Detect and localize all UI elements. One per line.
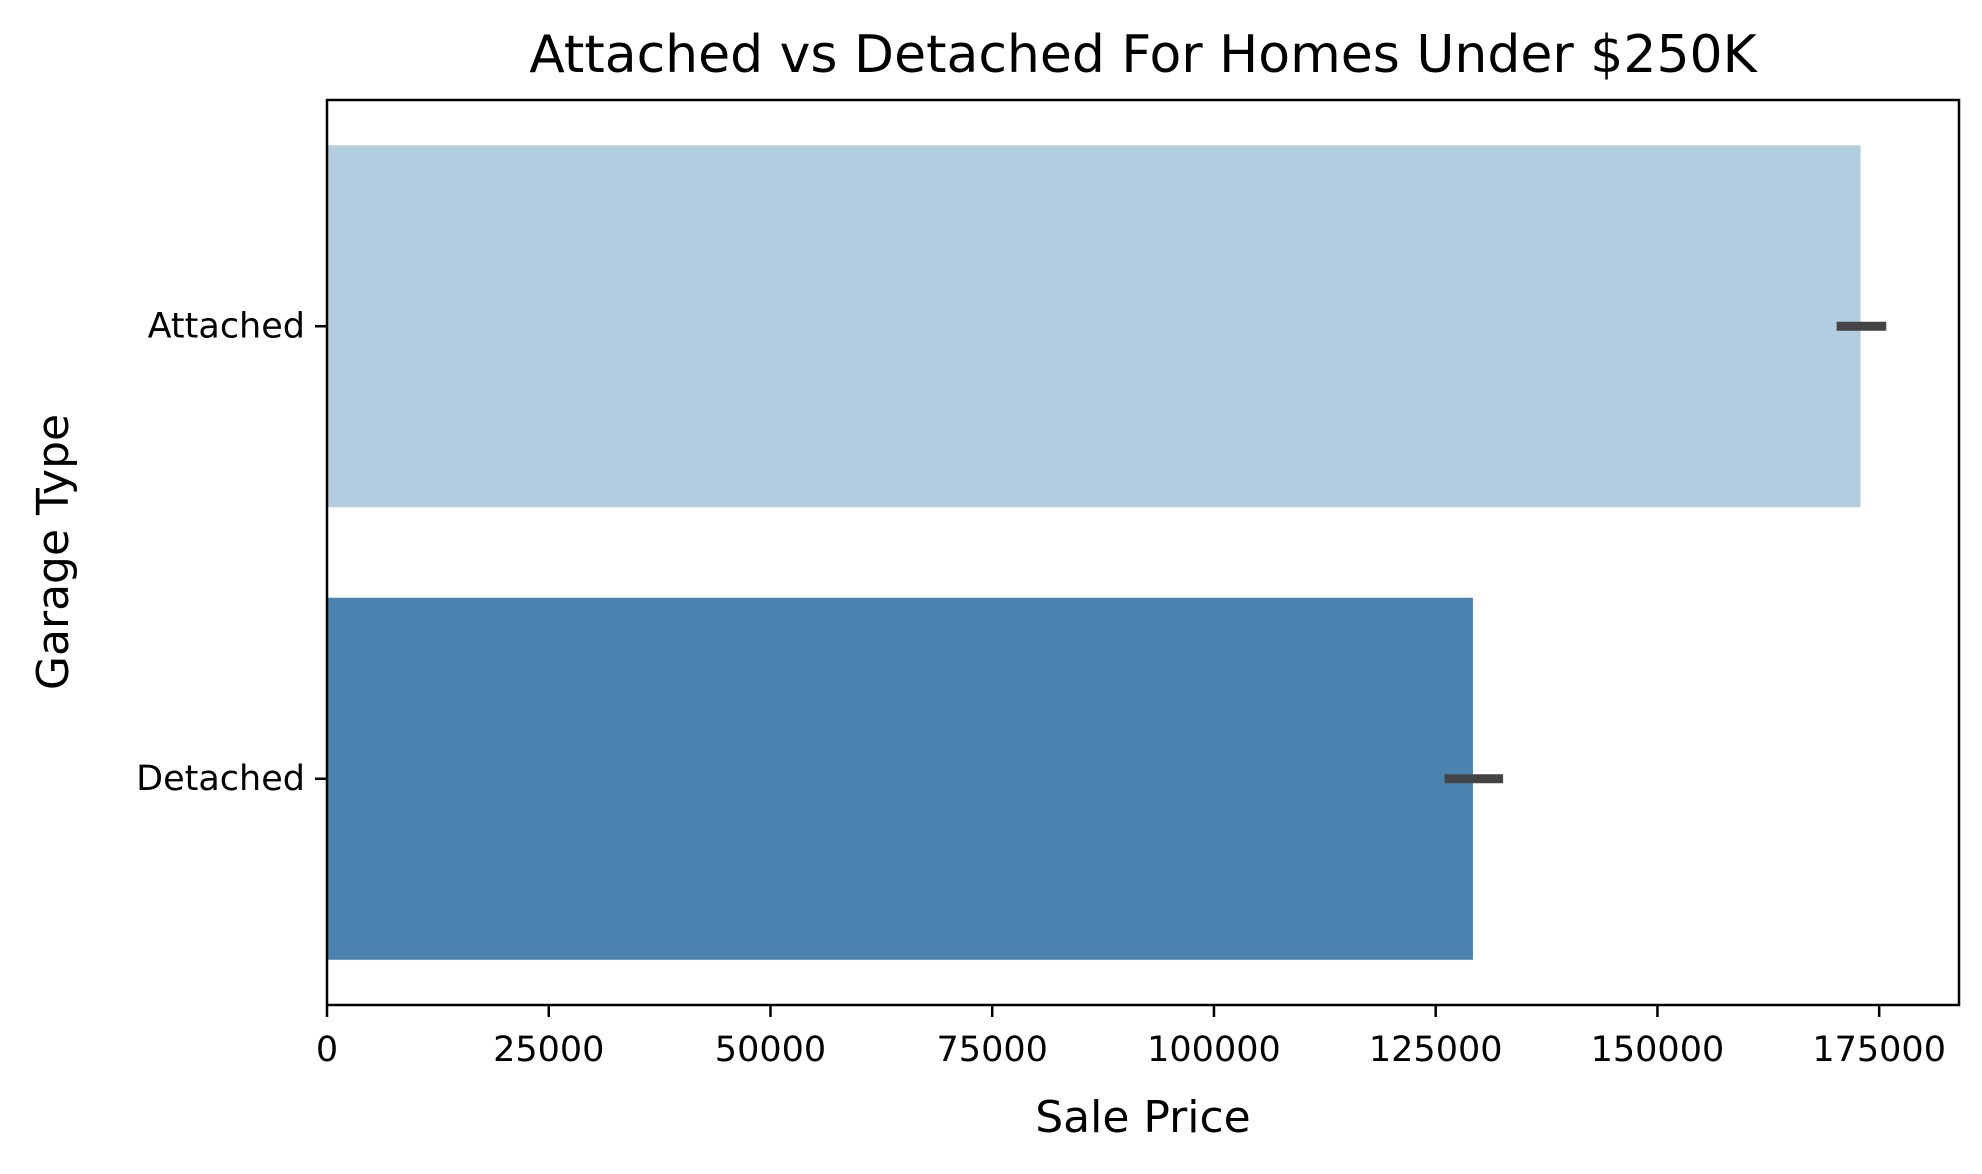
x-tick-label: 50000 [715,1030,826,1070]
x-tick-label: 0 [316,1030,338,1070]
x-tick-label: 150000 [1591,1030,1725,1070]
plot-frame [325,98,1961,1007]
chart-title: Attached vs Detached For Homes Under $25… [529,25,1758,85]
error-bars-layer [1444,321,1887,784]
bar-detached [327,597,1473,960]
y-ticks: Attached Detached [136,306,327,799]
y-tick-label: Attached [148,306,305,346]
x-ticks: 0 25000 50000 75000 100000 125000 150000 175000 [316,1005,1946,1070]
y-axis-label: Garage Type [28,414,79,690]
y-tick-label: Detached [136,759,305,799]
bars-layer [327,145,1861,960]
x-axis-label: Sale Price [1035,1092,1251,1143]
x-tick-label: 175000 [1812,1030,1946,1070]
x-tick-label: 125000 [1369,1030,1503,1070]
x-tick-label: 75000 [937,1030,1048,1070]
bar-attached [327,145,1861,508]
x-tick-label: 100000 [1147,1030,1281,1070]
x-tick-label: 25000 [493,1030,604,1070]
